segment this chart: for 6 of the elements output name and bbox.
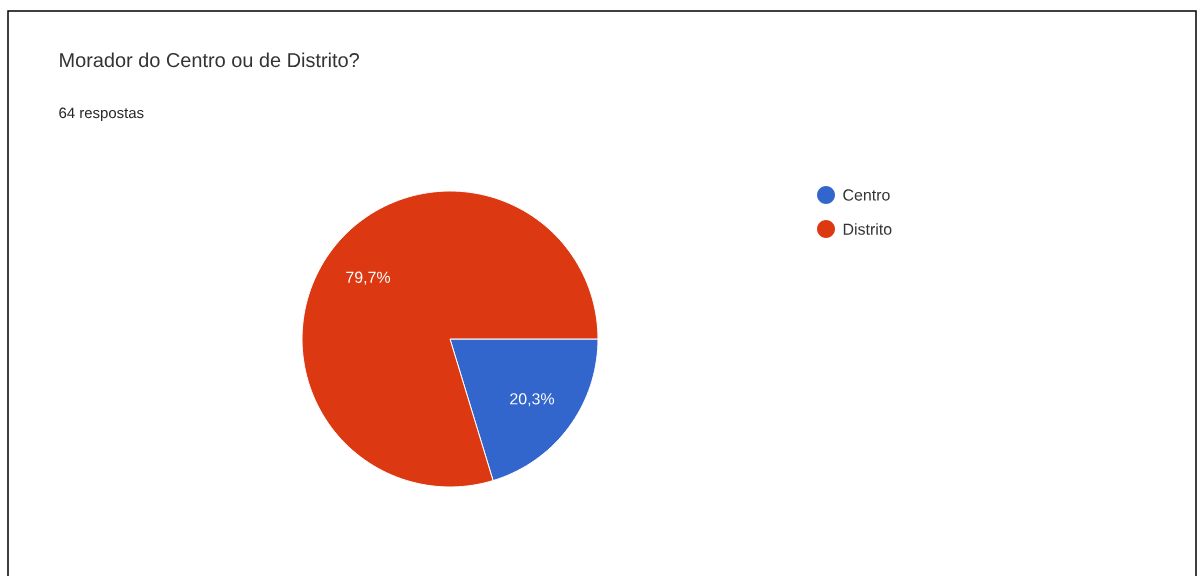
text: 64 respostas bbox=[59, 107, 144, 122]
legend-label: Centro bbox=[843, 189, 890, 201]
legend-label: Distrito bbox=[843, 223, 892, 235]
chart-title: Morador do Centro ou de Distrito? bbox=[60, 52, 359, 68]
data-label: 20,3% bbox=[510, 393, 555, 407]
data-label: 79,7% bbox=[346, 271, 391, 285]
